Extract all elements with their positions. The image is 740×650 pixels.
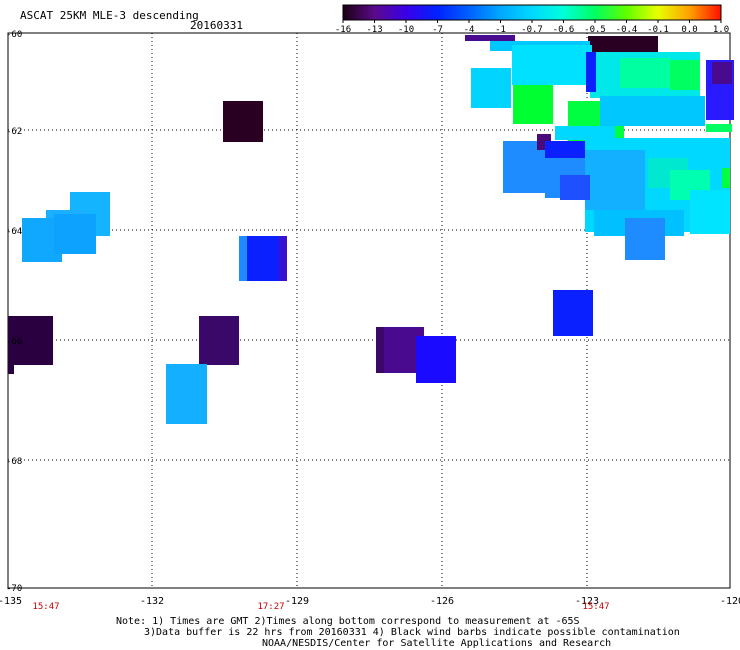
colorbar-label: -0.6	[553, 25, 575, 35]
time-labels: 15:47 17:27 15:47	[32, 602, 609, 612]
colorbar-label: -0.1	[647, 25, 669, 35]
time-label-1: 15:47	[32, 602, 59, 612]
cell-midblue-3	[625, 218, 665, 260]
time-label-2: 17:27	[257, 602, 284, 612]
colorbar-label: -0.5	[584, 25, 606, 35]
note-line-3: NOAA/NESDIS/Center for Satellite Applica…	[262, 638, 612, 649]
cell-band-cyan-right	[690, 190, 730, 234]
cell-dark-1	[223, 101, 263, 142]
plot-frame	[7, 32, 731, 589]
colorbar-label: -4	[464, 25, 475, 35]
cell-dark-2	[8, 316, 53, 365]
time-label-3: 15:47	[582, 602, 609, 612]
grid-lines	[8, 33, 730, 588]
cell-green-1	[513, 84, 553, 124]
note-line-2: 3)Data buffer is 22 hrs from 20160331 4)…	[144, 627, 680, 638]
cell-upper-green-edge	[670, 60, 700, 90]
colorbar-label: 1.0	[713, 25, 729, 35]
cell-blue-1-edge2	[279, 236, 287, 281]
x-label-120: -120	[720, 596, 740, 607]
colorbar-label: -13	[366, 25, 382, 35]
colorbar: -16 -13 -10 -7 -4 -1 -0.7 -0.6 -0.5 -0.4 -0.1 0.0 1.…	[335, 4, 729, 35]
cell-blue-1-edge	[239, 236, 247, 281]
cell-band-lightblue	[585, 150, 645, 210]
product-date: 20160331	[190, 19, 243, 32]
cell-upper-seagreen-1	[620, 58, 670, 88]
cell-lightblue-4	[54, 214, 96, 254]
cell-lightblue-6	[471, 68, 511, 108]
colorbar-gradient	[342, 4, 722, 21]
colorbar-label: 0.0	[681, 25, 697, 35]
cell-upper-right-purple	[712, 62, 732, 84]
y-label-70: -70	[6, 584, 22, 594]
x-label-123: -123	[575, 596, 599, 607]
y-label-66: -66	[6, 337, 22, 347]
note-line-1: Note: 1) Times are GMT 2)Times along bot…	[116, 616, 580, 627]
y-label-60: -60	[6, 30, 22, 40]
cell-band-top-cyan	[555, 126, 615, 140]
cell-purple-1	[199, 316, 239, 365]
cell-top-strip-dark	[588, 36, 658, 52]
cell-band-green-right	[722, 168, 730, 188]
y-label-62: -62	[6, 127, 22, 137]
y-axis-labels: -60 -62 -64 -66 -68 -70	[6, 30, 22, 594]
x-label-126: -126	[430, 596, 454, 607]
cell-upper-blue-1	[586, 52, 596, 92]
cell-top-strip-purple	[465, 35, 515, 41]
x-label-135: -135	[0, 596, 22, 607]
colorbar-label: -0.4	[616, 25, 638, 35]
colorbar-label: -0.7	[521, 25, 543, 35]
cell-band-blue	[560, 175, 590, 200]
x-label-132: -132	[140, 596, 164, 607]
colorbar-label: -10	[398, 25, 414, 35]
cell-lightblue-5	[166, 364, 207, 424]
x-label-129: -129	[285, 596, 309, 607]
cell-blue-2	[416, 336, 456, 383]
product-title: ASCAT 25KM MLE-3 descending	[20, 9, 199, 22]
cell-purple-2-edge	[376, 327, 384, 373]
colorbar-label: -7	[432, 25, 443, 35]
cell-blue-4	[545, 141, 585, 161]
cell-upper-right-green	[706, 124, 732, 132]
colorbar-label: -16	[335, 25, 351, 35]
y-label-64: -64	[6, 227, 22, 237]
cell-blue-3	[553, 290, 593, 336]
cell-upper-mid-cyan	[600, 96, 705, 126]
data-swaths	[8, 35, 734, 424]
cell-upper-cyan-1	[512, 45, 592, 85]
cell-dark-2-tail	[8, 364, 14, 374]
x-axis-labels: -135 -132 -129 -126 -123 -120	[0, 596, 740, 607]
y-label-68: -68	[6, 457, 22, 467]
colorbar-label: -1	[495, 25, 506, 35]
